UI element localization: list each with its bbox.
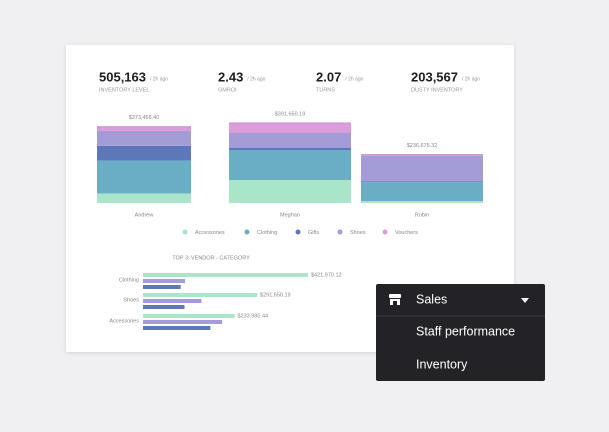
kpi-time: / 2h ago <box>462 76 480 82</box>
x-tick-label: Meghan <box>280 212 300 218</box>
total-label: $373,456.40 <box>129 115 160 121</box>
bar-segment <box>97 130 191 146</box>
bar <box>143 305 185 309</box>
legend-label: Vouchers <box>395 230 418 236</box>
legend-swatch <box>244 229 250 235</box>
kpi-time: / 2h ago <box>345 76 363 82</box>
menu-item[interactable]: Staff performance <box>416 324 515 338</box>
bar <box>143 279 186 283</box>
legend-swatch <box>182 229 188 235</box>
y-tick-label: Shoes <box>123 297 139 303</box>
bar <box>143 285 181 289</box>
legend-swatch <box>337 229 343 235</box>
bar <box>143 299 202 303</box>
y-tick-label: Accessories <box>109 318 139 324</box>
bar-segment <box>229 123 351 133</box>
kpi-value: 2.07 <box>316 69 341 84</box>
legend-swatch <box>295 229 301 235</box>
menu-title[interactable]: Sales <box>416 292 447 306</box>
bar-segment <box>97 193 191 203</box>
total-label: $236,675.32 <box>407 143 438 149</box>
caret[interactable] <box>521 298 529 303</box>
kpi-value: 203,567 <box>411 69 458 84</box>
dropdown-menu <box>376 284 545 381</box>
x-tick-label: Andrew <box>135 212 154 218</box>
total-label: $391,650.19 <box>275 111 306 117</box>
bar <box>143 326 211 330</box>
y-tick-label: Clothing <box>119 277 139 283</box>
value-label: $291,650.19 <box>260 292 291 298</box>
bar-segment <box>361 201 483 203</box>
kpi-time: / 2h ago <box>150 76 168 82</box>
kpi-label: GMROI <box>218 87 237 93</box>
bar-segment <box>229 149 351 180</box>
bar-segment <box>97 160 191 194</box>
legend-label: Gifts <box>308 230 320 236</box>
menu-item[interactable]: Inventory <box>416 357 468 371</box>
bar <box>143 273 308 277</box>
legend-label: Shoes <box>350 230 366 236</box>
x-tick-label: Robin <box>415 212 429 218</box>
chart-title: TOP 3: VENDOR - CATEGORY <box>172 255 250 261</box>
legend-swatch <box>382 229 388 235</box>
bar-segment <box>97 126 191 131</box>
kpi-value: 505,163 <box>99 69 146 84</box>
value-label: $421,970.12 <box>311 272 342 278</box>
kpi-label: DUSTY INVENTORY <box>411 87 463 93</box>
legend-label: Clothing <box>257 230 277 236</box>
store-icon <box>389 294 401 305</box>
bar-segment <box>229 179 351 203</box>
bar-segment <box>361 155 483 182</box>
bar <box>143 320 223 324</box>
bar-segment <box>361 182 483 202</box>
value-label: $233,980.44 <box>237 313 268 319</box>
bar <box>143 293 258 297</box>
bar-segment <box>97 145 191 161</box>
kpi-time: / 2h ago <box>247 76 265 82</box>
kpi-label: INVENTORY LEVEL <box>99 87 149 93</box>
kpi-label: TURNS <box>316 87 335 93</box>
kpi-value: 2.43 <box>218 69 243 84</box>
legend-label: Accessories <box>195 230 225 236</box>
bar-segment <box>229 132 351 148</box>
bar-segment <box>361 181 483 183</box>
bar-segment <box>229 147 351 150</box>
bar <box>143 314 235 318</box>
